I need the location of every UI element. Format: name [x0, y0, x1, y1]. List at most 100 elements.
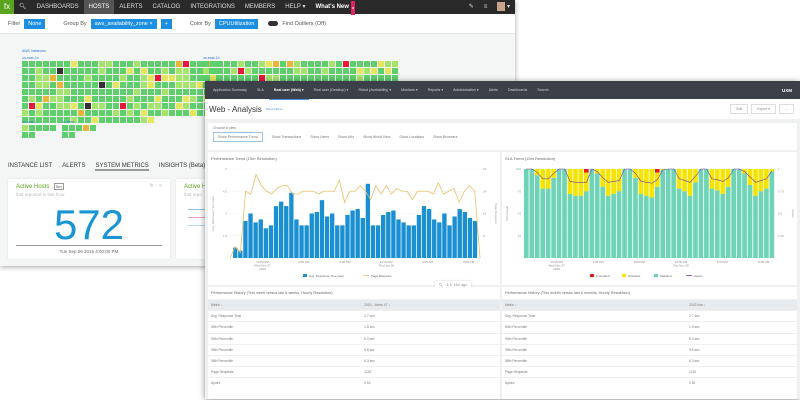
- outliers-toggle[interactable]: [268, 21, 279, 26]
- host-cell[interactable]: [265, 67, 273, 75]
- host-cell[interactable]: [133, 81, 141, 89]
- host-cell[interactable]: [105, 95, 113, 103]
- host-cell[interactable]: [49, 61, 57, 68]
- host-cell[interactable]: [56, 61, 64, 68]
- host-cell[interactable]: [216, 61, 224, 68]
- host-cell[interactable]: [133, 116, 141, 124]
- host-cell[interactable]: [216, 67, 224, 75]
- host-cell[interactable]: [196, 109, 203, 117]
- group-label[interactable]: us-east-1a: [22, 56, 39, 60]
- host-cell[interactable]: [161, 74, 168, 82]
- host-cell[interactable]: [140, 116, 148, 124]
- host-cell[interactable]: [63, 67, 71, 75]
- host-cell[interactable]: [196, 74, 203, 82]
- host-cell[interactable]: [105, 74, 113, 82]
- host-cell[interactable]: [49, 88, 57, 96]
- host-cell[interactable]: [126, 88, 134, 96]
- host-cell[interactable]: [384, 67, 391, 75]
- host-cell[interactable]: [112, 81, 120, 89]
- host-cell[interactable]: [63, 109, 71, 117]
- host-cell[interactable]: [42, 125, 50, 132]
- group-label[interactable]: us-east-1b: [203, 56, 220, 60]
- add-group-button[interactable]: +: [160, 18, 172, 29]
- host-cell[interactable]: [168, 102, 175, 110]
- host-cell[interactable]: [105, 102, 113, 110]
- host-cell[interactable]: [28, 116, 36, 124]
- export-button[interactable]: Export ▾: [751, 104, 777, 114]
- heatmap-root-label[interactable]: AWS Instances: [22, 49, 46, 53]
- host-cell[interactable]: [321, 61, 329, 68]
- host-cell[interactable]: [154, 67, 161, 75]
- menu-icon[interactable]: ≡: [483, 4, 488, 10]
- host-cell[interactable]: [22, 125, 29, 132]
- host-cell[interactable]: [91, 67, 99, 75]
- host-cell[interactable]: [223, 74, 231, 82]
- host-cell[interactable]: [147, 95, 155, 103]
- host-cell[interactable]: [244, 74, 252, 82]
- host-cell[interactable]: [49, 67, 57, 75]
- nav-integrations[interactable]: INTEGRATIONS: [190, 4, 235, 10]
- host-cell[interactable]: [98, 116, 106, 124]
- host-cell[interactable]: [279, 74, 287, 82]
- host-cell[interactable]: [126, 61, 134, 68]
- column-header-metric[interactable]: Metric ↕: [211, 303, 223, 308]
- host-cell[interactable]: [251, 67, 259, 75]
- host-cell[interactable]: [98, 81, 106, 89]
- host-cell[interactable]: [328, 74, 336, 82]
- nav-administration[interactable]: Administration ▾: [453, 88, 479, 92]
- host-cell[interactable]: [391, 74, 398, 82]
- host-cell[interactable]: [105, 116, 113, 124]
- host-cell[interactable]: [98, 109, 106, 117]
- host-cell[interactable]: [279, 67, 287, 75]
- info-icon[interactable]: ℹ: [447, 283, 449, 287]
- host-cell[interactable]: [182, 109, 189, 117]
- host-cell[interactable]: [63, 88, 71, 96]
- host-cell[interactable]: [140, 88, 148, 96]
- host-cell[interactable]: [133, 67, 141, 75]
- host-cell[interactable]: [321, 67, 329, 75]
- host-cell[interactable]: [98, 95, 106, 103]
- host-cell[interactable]: [182, 88, 189, 96]
- host-cell[interactable]: [230, 74, 238, 82]
- host-cell[interactable]: [223, 67, 231, 75]
- host-cell[interactable]: [147, 67, 155, 75]
- avatar[interactable]: ▾: [492, 0, 515, 14]
- host-cell[interactable]: [272, 67, 280, 75]
- host-cell[interactable]: [175, 81, 182, 89]
- host-cell[interactable]: [196, 61, 203, 68]
- edit-icon[interactable]: ✎: [468, 4, 474, 10]
- host-cell[interactable]: [189, 74, 196, 82]
- host-cell[interactable]: [335, 61, 342, 68]
- host-cell[interactable]: [209, 61, 217, 68]
- host-cell[interactable]: [356, 74, 363, 82]
- host-cell[interactable]: [384, 74, 391, 82]
- host-cell[interactable]: [75, 125, 83, 132]
- host-cell[interactable]: [356, 67, 363, 75]
- host-cell[interactable]: [105, 67, 113, 75]
- host-cell[interactable]: [84, 95, 92, 103]
- host-cell[interactable]: [112, 61, 120, 68]
- host-cell[interactable]: [49, 125, 57, 132]
- host-cell[interactable]: [307, 61, 315, 68]
- host-cell[interactable]: [133, 61, 141, 68]
- view-browsers[interactable]: Show Browsers: [433, 135, 458, 139]
- host-cell[interactable]: [77, 116, 85, 124]
- host-cell[interactable]: [140, 81, 148, 89]
- nav-dashboards[interactable]: Dashboards: [507, 88, 528, 92]
- host-cell[interactable]: [293, 67, 301, 75]
- host-cell[interactable]: [265, 61, 273, 68]
- more-button[interactable]: ...: [779, 104, 794, 114]
- host-cell[interactable]: [189, 88, 196, 96]
- host-cell[interactable]: [28, 74, 36, 82]
- host-cell[interactable]: [119, 81, 127, 89]
- host-cell[interactable]: [168, 61, 175, 68]
- host-cell[interactable]: [119, 102, 127, 110]
- host-cell[interactable]: [265, 74, 273, 82]
- host-cell[interactable]: [126, 81, 134, 89]
- host-cell[interactable]: [84, 102, 92, 110]
- host-cell[interactable]: [147, 74, 155, 82]
- host-cell[interactable]: [196, 88, 203, 96]
- host-cell[interactable]: [70, 67, 78, 75]
- host-cell[interactable]: [342, 61, 349, 68]
- show-filters-link[interactable]: Show Filters: [265, 107, 283, 111]
